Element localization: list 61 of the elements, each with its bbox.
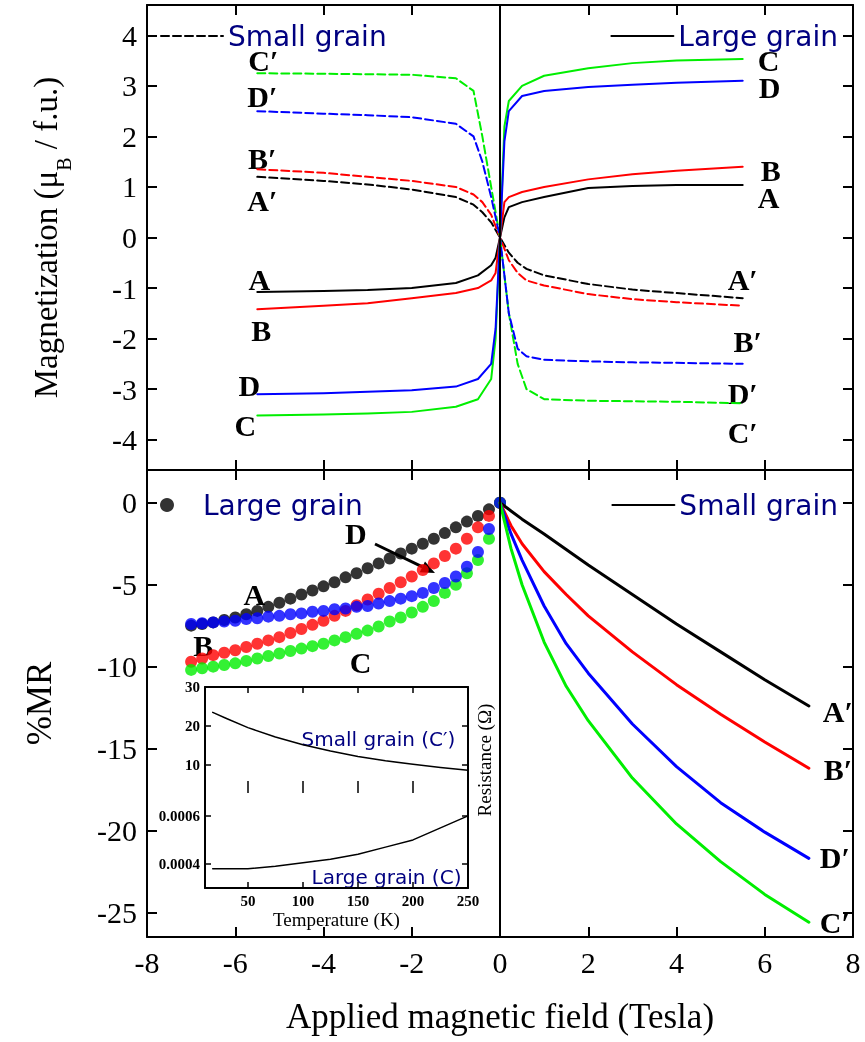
- annotation: B′: [733, 325, 762, 359]
- x-axis-title: Temperature (K): [273, 909, 400, 931]
- x-tick-label: 50: [240, 892, 256, 909]
- annotation: D: [758, 71, 781, 105]
- x-tick-label: 250: [456, 892, 480, 909]
- x-tick-label: -4: [311, 945, 336, 979]
- y-tick-label: 0: [122, 486, 137, 520]
- annotation: Large grain (C): [311, 865, 462, 890]
- annotation: C: [349, 646, 372, 680]
- annotation: B: [193, 629, 214, 663]
- annotation: C′: [819, 905, 850, 939]
- x-tick-label: 0: [492, 945, 508, 979]
- annotation: A′: [247, 184, 278, 218]
- annotation: A: [243, 578, 266, 612]
- annotation: C′: [727, 415, 758, 449]
- annotation: A: [248, 262, 271, 296]
- y-tick-label: 0.0006: [158, 807, 201, 824]
- y-tick-label: 0: [122, 221, 137, 254]
- y-tick-label: -2: [112, 322, 137, 356]
- x-tick-label: -2: [399, 945, 425, 979]
- annotation: D′: [247, 79, 278, 113]
- y-tick-label: -3: [112, 372, 137, 406]
- x-tick-label: 150: [346, 892, 370, 909]
- y-tick-label: 4: [122, 18, 137, 52]
- y-tick-label: -4: [112, 423, 137, 457]
- annotation: D: [238, 368, 261, 402]
- x-tick-label: 8: [845, 945, 861, 979]
- y-tick-label: 30: [185, 679, 200, 695]
- y-tick-label: -25: [97, 895, 137, 929]
- y-tick-label: 3: [122, 69, 137, 103]
- annotation: A′: [727, 262, 758, 296]
- y-tick-label: 10: [185, 757, 200, 774]
- y-axis-title: %MR: [20, 661, 59, 746]
- annotation: B′: [248, 141, 277, 175]
- x-tick-label: 200: [401, 892, 425, 909]
- y-tick-label: -5: [112, 568, 137, 602]
- annotation: D′: [819, 840, 850, 874]
- y-tick-label: -15: [97, 732, 137, 766]
- annotation: Small grain (C′): [301, 726, 456, 751]
- annotation: C: [234, 408, 257, 442]
- x-axis-title: Applied magnetic field (Tesla): [285, 997, 715, 1036]
- legend-label: Small grain: [679, 488, 839, 522]
- y-tick-label: 2: [122, 119, 137, 153]
- annotation: B′: [823, 752, 853, 786]
- annotation: A′: [822, 695, 853, 729]
- y-axis-title: Resistance (Ω): [473, 703, 496, 817]
- y-axis-title: Magnetization (μB / f.u.): [27, 76, 75, 399]
- y-tick-label: -1: [112, 271, 137, 305]
- x-tick-label: 4: [669, 945, 684, 979]
- x-tick-label: -8: [134, 945, 160, 979]
- x-tick-label: 100: [291, 892, 315, 909]
- y-tick-label: 20: [185, 718, 200, 735]
- y-tick-label: -20: [97, 813, 137, 847]
- y-tick-label: 1: [122, 170, 137, 204]
- x-tick-label: 6: [757, 945, 773, 979]
- y-tick-label: 0.0004: [158, 855, 201, 872]
- x-tick-label: 2: [580, 945, 596, 979]
- y-tick-label: -10: [97, 650, 137, 684]
- annotation: D′: [727, 377, 758, 411]
- x-tick-label: -6: [222, 945, 248, 979]
- annotation: B: [251, 313, 272, 347]
